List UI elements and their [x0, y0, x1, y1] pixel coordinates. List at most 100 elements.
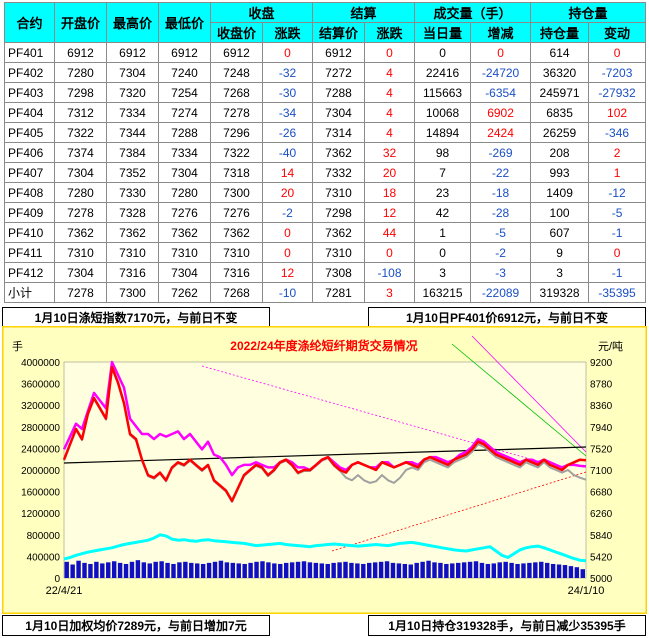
cell-close-chg: -10 — [261, 282, 314, 303]
quote-table-body: PF401 6912 6912 6912 6912 0 6912 0 0 0 614 0 PF402 72… — [4, 42, 647, 303]
quote-table-wrap: 合约 开盘价 最高价 最低价 收盘 结算 成交量（手） 持仓量 收盘价 涨跌 结… — [4, 2, 647, 303]
cell-close: 7248 — [210, 62, 263, 83]
cell-open: 7362 — [54, 222, 107, 243]
header-oi: 持仓量 — [530, 22, 590, 43]
cell-code: PF411 — [4, 242, 55, 263]
cell-open: 7310 — [54, 242, 107, 263]
cell-vol-chg: -5 — [470, 222, 532, 243]
cell-oi-chg: 0 — [588, 42, 647, 63]
cell-oi-chg: 102 — [588, 102, 647, 123]
table-row: PF406 7374 7384 7334 7322 -40 7362 32 98 -269 208 2 — [4, 142, 647, 163]
volume-bar — [426, 560, 431, 578]
volume-bar — [260, 561, 265, 578]
cell-code: PF401 — [4, 42, 55, 63]
cell-low: 7276 — [158, 202, 211, 223]
volume-bar — [236, 563, 241, 578]
cell-open: 7322 — [54, 122, 107, 143]
cell-high: 7320 — [106, 82, 159, 103]
cell-settle: 7310 — [312, 242, 366, 263]
cell-low: 7304 — [158, 262, 211, 283]
cell-close: 7276 — [210, 202, 263, 223]
right-tick-label: 7940 — [590, 423, 613, 434]
cell-settle-chg: 4 — [364, 102, 416, 123]
volume-bar — [100, 563, 105, 578]
volume-bar — [135, 560, 141, 578]
cell-close: 7268 — [210, 282, 263, 303]
header-close-group: 收盘 — [209, 2, 314, 23]
cell-open: 6912 — [54, 42, 107, 63]
volume-bar — [165, 562, 170, 578]
cell-oi: 26259 — [530, 122, 590, 143]
cell-open: 7312 — [54, 102, 107, 123]
cell-code: PF407 — [4, 162, 55, 183]
cell-oi: 1409 — [530, 182, 590, 203]
left-tick-label: 800000 — [27, 531, 61, 542]
volume-bar — [117, 562, 123, 578]
volume-bar — [289, 562, 295, 578]
cell-vol-chg: -3 — [470, 262, 532, 283]
left-tick-label: 1600000 — [21, 488, 60, 499]
volume-bar — [88, 563, 93, 578]
trend-line — [63, 446, 587, 464]
left-tick-label: 2800000 — [21, 423, 60, 434]
cell-oi-chg: -7203 — [588, 62, 647, 83]
cell-vol-chg: -24720 — [470, 62, 532, 83]
cell-close: 7362 — [210, 222, 263, 243]
volume-bar — [485, 563, 491, 578]
volume-bar — [456, 562, 461, 578]
cell-vol: 163215 — [414, 282, 472, 303]
cell-vol: 1 — [414, 222, 472, 243]
volume-bar — [313, 562, 319, 578]
volume-bar — [230, 562, 236, 578]
header-close-chg: 涨跌 — [261, 22, 314, 43]
volume-bar — [272, 563, 277, 578]
volume-bar — [82, 562, 87, 578]
table-row: PF404 7312 7334 7274 7278 -34 7304 4 10068 6902 68… — [4, 102, 647, 123]
cell-oi: 208 — [530, 142, 590, 163]
cell-code: PF403 — [4, 82, 55, 103]
cell-open: 7280 — [54, 182, 107, 203]
cell-vol-chg: 0 — [470, 42, 532, 63]
volume-bar — [278, 563, 283, 578]
volume-bar — [242, 563, 247, 578]
volume-bar — [212, 561, 218, 578]
cell-vol-chg: -22089 — [470, 282, 532, 303]
cell-code: 小计 — [4, 282, 55, 303]
right-tick-label: 9200 — [590, 358, 613, 369]
cell-oi-chg: -5 — [588, 202, 647, 223]
cell-close: 7300 — [210, 182, 263, 203]
header-row-2: 收盘价 涨跌 结算价 涨跌 当日量 增减 持仓量 变动 — [5, 22, 647, 43]
cell-low: 6912 — [158, 42, 211, 63]
volume-bar — [408, 564, 413, 578]
volume-bar — [349, 562, 354, 578]
cell-vol: 98 — [414, 142, 472, 163]
left-tick-label: 400000 — [27, 552, 61, 563]
guide-line — [451, 343, 587, 457]
header-low: 最低价 — [158, 2, 211, 43]
header-code: 合约 — [4, 2, 55, 43]
cell-high: 7304 — [106, 62, 159, 83]
table-row: PF405 7322 7344 7288 7296 -26 7314 4 14894 2424 26… — [4, 122, 647, 143]
cell-low: 7274 — [158, 102, 211, 123]
header-row-1: 合约 开盘价 最高价 最低价 收盘 结算 成交量（手） 持仓量 — [4, 2, 647, 43]
volume-bar — [396, 563, 402, 578]
volume-bar — [307, 562, 313, 578]
volume-bar — [76, 560, 81, 578]
cell-settle-chg: 4 — [364, 82, 416, 103]
cell-vol-chg: -28 — [470, 202, 532, 223]
volume-bar — [444, 563, 449, 578]
index-banner: 1月10日涤短指数7170元，与前日不变 — [2, 307, 270, 328]
cell-settle: 7332 — [312, 162, 366, 183]
table-row: 小计 7278 7300 7262 7268 -10 7281 3 163215 -22089 31… — [4, 282, 647, 303]
right-tick-label: 6680 — [590, 488, 613, 499]
volume-bar — [402, 563, 408, 578]
volume-bar — [123, 563, 129, 578]
volume-bar — [266, 562, 271, 578]
cell-close-chg: 0 — [261, 242, 314, 263]
cell-settle-chg: 3 — [364, 282, 416, 303]
volume-bar — [301, 561, 307, 578]
cell-low: 7310 — [158, 242, 211, 263]
cell-settle: 7281 — [312, 282, 366, 303]
volume-bar — [189, 562, 194, 578]
left-tick-label: 4000000 — [21, 358, 60, 369]
